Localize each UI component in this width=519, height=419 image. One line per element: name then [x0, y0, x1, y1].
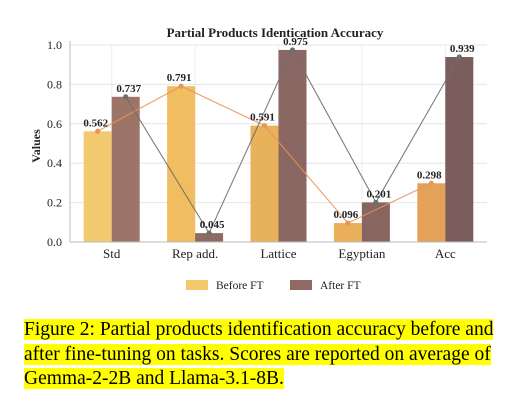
bar-after-ft-acc — [445, 57, 474, 242]
bar-after-ft-rep-add — [195, 233, 224, 242]
data-label: 0.298 — [417, 169, 442, 181]
bar-chart: Partial Products Identication Accuracy 0… — [29, 25, 487, 292]
y-tick-label: 0.4 — [47, 156, 62, 170]
bar-before-ft-acc — [417, 183, 446, 242]
bar-before-ft-std — [83, 131, 112, 242]
series-marker — [428, 180, 434, 186]
data-label: 0.562 — [83, 117, 108, 129]
legend-label: After FT — [320, 280, 361, 292]
series-lines — [95, 47, 462, 236]
y-tick-label: 1.0 — [47, 38, 62, 52]
series-marker — [95, 128, 101, 134]
data-label: 0.737 — [116, 83, 141, 95]
series-marker — [456, 54, 462, 60]
data-label: 0.096 — [334, 209, 359, 221]
series-marker — [373, 199, 379, 206]
series-marker — [206, 230, 212, 236]
data-label: 0.201 — [367, 188, 392, 200]
x-tick-label: Std — [103, 246, 121, 261]
data-label: 0.045 — [200, 219, 225, 231]
bar-before-ft-lattice — [250, 125, 279, 242]
data-label: 0.975 — [283, 36, 308, 48]
data-labels: 0.562 0.737 0.791 0.045 0.591 0.975 0.096 0.201… — [83, 36, 475, 231]
bar-after-ft-lattice — [278, 49, 307, 242]
bar-after-ft-std — [111, 96, 140, 242]
legend-label: Before FT — [216, 280, 264, 292]
caption-text: Figure 2: Partial products identificatio… — [24, 319, 494, 389]
data-label: 0.591 — [250, 112, 275, 124]
x-tick-label: Acc — [435, 246, 456, 261]
x-tick-label: Rep add. — [172, 246, 218, 261]
bar-before-ft-rep-add — [167, 86, 196, 242]
y-tick-label: 0.8 — [47, 77, 62, 91]
figure-caption: Figure 2: Partial products identificatio… — [24, 318, 504, 392]
series-marker — [261, 122, 268, 129]
x-tick-label: Egyptian — [338, 246, 385, 261]
y-tick-label: 0.2 — [47, 196, 62, 210]
data-label: 0.939 — [450, 43, 475, 55]
axes: 0.0 0.2 0.4 0.6 0.8 1.0 Std Rep add. Lattice Egyp… — [47, 38, 487, 261]
bars — [83, 49, 474, 242]
series-marker — [178, 83, 184, 89]
chart-title: Partial Products Identication Accuracy — [167, 25, 384, 40]
x-tick-label: Lattice — [260, 246, 296, 261]
series-marker — [123, 94, 129, 100]
bar-after-ft-egyptian — [361, 202, 390, 242]
y-tick-label: 0.0 — [47, 235, 62, 249]
legend: Before FT After FT — [186, 280, 361, 292]
y-axis-label: Values — [29, 129, 43, 163]
data-label: 0.791 — [167, 72, 192, 84]
series-marker — [345, 220, 351, 226]
bar-before-ft-egyptian — [333, 223, 362, 242]
series-marker — [289, 47, 296, 53]
legend-swatch — [290, 280, 312, 290]
y-tick-label: 0.6 — [47, 117, 62, 131]
legend-swatch — [186, 280, 208, 290]
